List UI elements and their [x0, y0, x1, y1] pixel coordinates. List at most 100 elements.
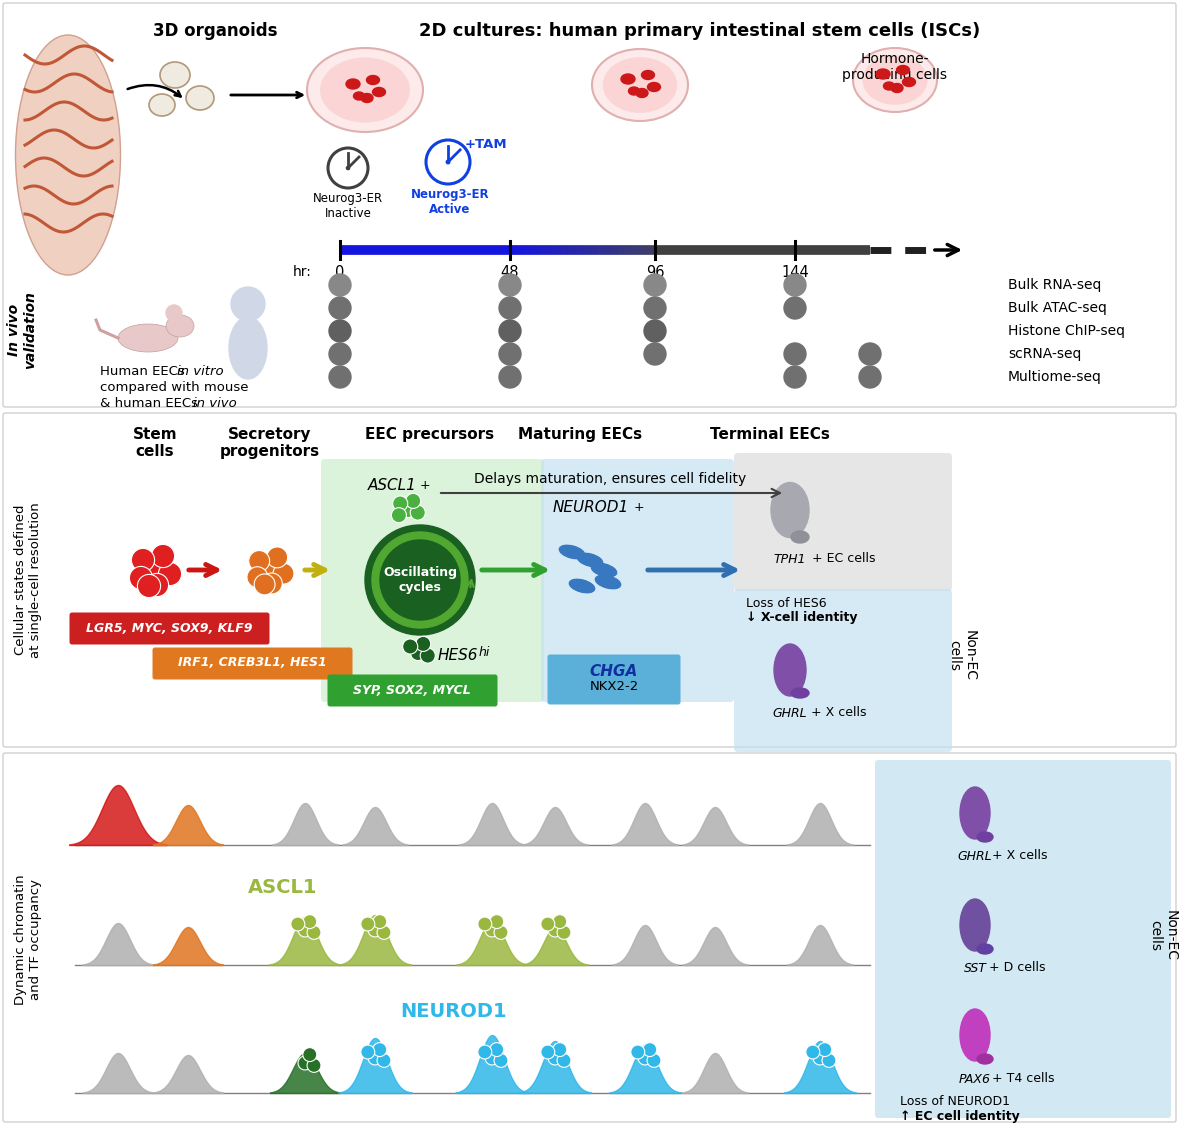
Circle shape [489, 1043, 503, 1057]
Text: in vitro: in vitro [177, 365, 224, 379]
Circle shape [541, 918, 555, 931]
Circle shape [403, 638, 417, 654]
Text: Secretory
progenitors: Secretory progenitors [220, 427, 320, 460]
Circle shape [477, 918, 492, 931]
Circle shape [548, 923, 562, 937]
Ellipse shape [320, 58, 410, 122]
Circle shape [631, 1045, 645, 1059]
Circle shape [166, 305, 182, 321]
Ellipse shape [771, 483, 809, 538]
Text: IRF1, CREB3L1, HES1: IRF1, CREB3L1, HES1 [178, 657, 327, 669]
Circle shape [361, 1045, 375, 1059]
Text: 48: 48 [501, 266, 519, 280]
FancyBboxPatch shape [328, 675, 498, 706]
Circle shape [485, 1051, 499, 1064]
Ellipse shape [902, 78, 916, 87]
Text: Oscillating
cycles: Oscillating cycles [383, 566, 457, 594]
Circle shape [426, 140, 470, 184]
Ellipse shape [876, 69, 890, 79]
Text: Loss of HES6: Loss of HES6 [746, 597, 826, 610]
Text: In vivo
validation: In vivo validation [7, 292, 37, 368]
Circle shape [380, 540, 460, 620]
Circle shape [477, 1045, 492, 1059]
Circle shape [420, 649, 435, 663]
Text: Stem
cells: Stem cells [133, 427, 177, 460]
Circle shape [805, 1045, 819, 1059]
Circle shape [368, 1051, 382, 1064]
Ellipse shape [307, 47, 423, 132]
Ellipse shape [960, 899, 990, 951]
Text: hi: hi [479, 645, 490, 659]
Circle shape [859, 344, 881, 365]
Text: Loss of NEUROD1: Loss of NEUROD1 [900, 1095, 1010, 1109]
Circle shape [644, 344, 666, 365]
Circle shape [494, 925, 508, 939]
Circle shape [784, 344, 806, 365]
Text: scRNA-seq: scRNA-seq [1008, 347, 1081, 360]
Circle shape [298, 1057, 312, 1070]
Text: NKX2-2: NKX2-2 [590, 680, 639, 694]
Text: + T4 cells: + T4 cells [992, 1072, 1054, 1085]
FancyBboxPatch shape [735, 589, 951, 751]
FancyBboxPatch shape [321, 459, 544, 702]
Text: Hormone-
producing cells: Hormone- producing cells [843, 52, 948, 82]
Text: CHGA: CHGA [590, 663, 638, 678]
Ellipse shape [373, 87, 386, 96]
Circle shape [138, 574, 160, 598]
Ellipse shape [647, 82, 660, 92]
Circle shape [303, 914, 317, 929]
FancyBboxPatch shape [152, 647, 353, 679]
Circle shape [347, 166, 350, 170]
Ellipse shape [628, 87, 639, 95]
Ellipse shape [960, 786, 990, 838]
Circle shape [307, 925, 321, 939]
Text: in vivo: in vivo [193, 397, 237, 410]
Text: hr:: hr: [294, 266, 312, 279]
Circle shape [647, 1053, 661, 1068]
Ellipse shape [863, 55, 928, 105]
Text: Neurog3-ER
Active: Neurog3-ER Active [410, 188, 489, 216]
FancyBboxPatch shape [735, 453, 951, 591]
Circle shape [499, 273, 521, 296]
FancyBboxPatch shape [4, 412, 1175, 747]
Text: +: + [420, 479, 430, 492]
FancyBboxPatch shape [875, 760, 1171, 1118]
Text: +TAM: +TAM [465, 138, 508, 151]
Text: SST: SST [963, 962, 987, 975]
Text: GHRL: GHRL [772, 707, 808, 720]
Circle shape [499, 366, 521, 388]
Circle shape [262, 573, 282, 594]
Ellipse shape [367, 76, 380, 85]
Circle shape [553, 914, 567, 929]
Circle shape [329, 320, 351, 342]
Text: Human EECs: Human EECs [100, 365, 189, 379]
Circle shape [259, 559, 281, 581]
Text: NEUROD1: NEUROD1 [400, 1002, 507, 1022]
Text: Delays maturation, ensures cell fidelity: Delays maturation, ensures cell fidelity [474, 472, 746, 486]
Circle shape [373, 1043, 387, 1057]
FancyBboxPatch shape [547, 654, 680, 704]
FancyBboxPatch shape [70, 612, 270, 644]
Circle shape [393, 496, 408, 511]
Ellipse shape [621, 73, 635, 84]
Circle shape [643, 1043, 657, 1057]
Circle shape [556, 925, 571, 939]
Ellipse shape [149, 94, 174, 116]
Ellipse shape [592, 49, 689, 121]
Ellipse shape [883, 82, 895, 90]
Circle shape [489, 914, 503, 929]
Text: PAX6: PAX6 [959, 1074, 992, 1086]
Text: Bulk ATAC-seq: Bulk ATAC-seq [1008, 301, 1107, 315]
Circle shape [499, 344, 521, 365]
Circle shape [784, 273, 806, 296]
Circle shape [553, 1043, 567, 1057]
Circle shape [494, 1053, 508, 1068]
Circle shape [255, 574, 275, 594]
Ellipse shape [569, 580, 594, 593]
Ellipse shape [977, 832, 993, 842]
Text: Bulk RNA-seq: Bulk RNA-seq [1008, 278, 1101, 292]
Ellipse shape [354, 92, 364, 99]
Ellipse shape [595, 575, 620, 589]
Text: Non-EC
cells: Non-EC cells [1148, 910, 1178, 960]
Text: + X cells: + X cells [811, 706, 867, 719]
